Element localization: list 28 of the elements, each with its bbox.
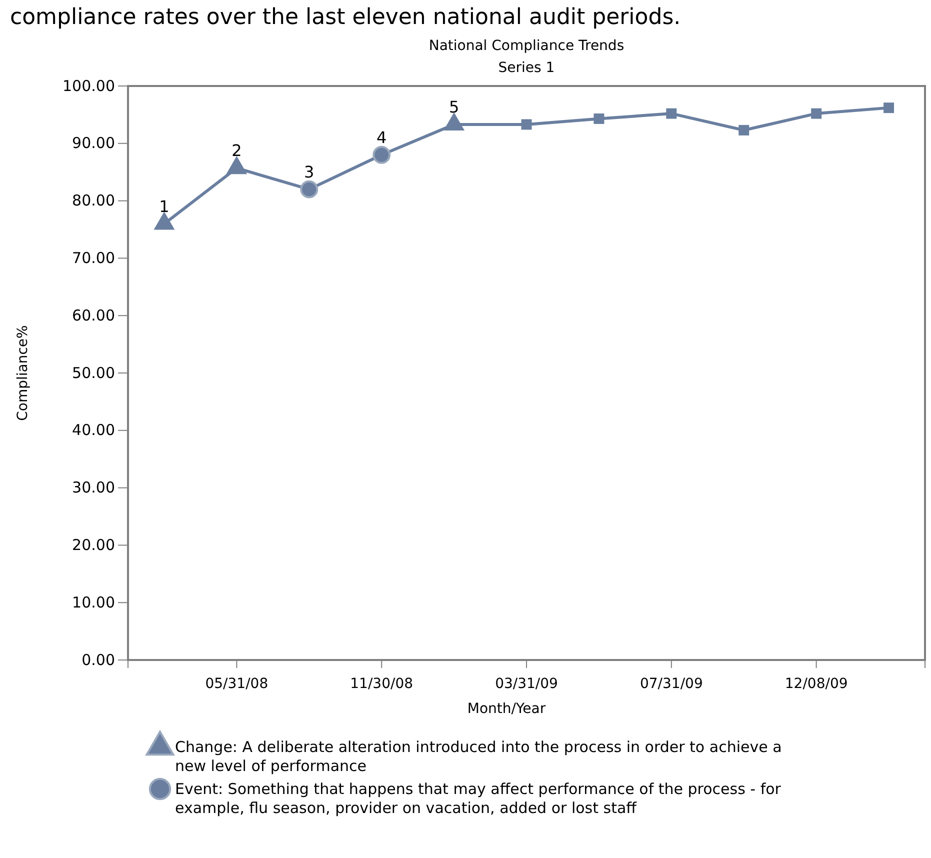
y-tick-label: 70.00	[72, 249, 115, 267]
y-tick-label: 10.00	[72, 593, 115, 612]
y-tick-label: 40.00	[72, 421, 115, 440]
y-tick-label: 30.00	[72, 478, 115, 497]
x-tick-label: 07/31/09	[640, 676, 703, 692]
y-tick-label: 50.00	[72, 364, 115, 382]
annotation: 3	[304, 162, 314, 182]
x-tick-label: 05/31/08	[205, 676, 268, 692]
chart-title: National Compliance Trends	[428, 38, 624, 54]
y-tick-label: 90.00	[72, 134, 115, 152]
y-tick-label: 100.00	[62, 76, 115, 95]
legend-label: Event: Something that happens that may affect performance of the process - for example, flu season, provider on vacation, added or lost staff	[175, 780, 782, 817]
y-axis-title: Compliance%	[15, 325, 31, 421]
annotation: 2	[232, 141, 242, 160]
x-tick-label: 03/31/09	[495, 676, 558, 692]
chart-subtitle: Series 1	[498, 60, 555, 76]
y-tick-label: 60.00	[72, 306, 115, 324]
x-tick-label: 12/08/09	[784, 676, 848, 692]
y-tick-label: 0.00	[82, 650, 115, 669]
y-tick-label: 80.00	[72, 192, 115, 210]
x-tick-label: 11/30/08	[350, 676, 414, 692]
x-axis-title: Month/Year	[467, 701, 546, 717]
y-tick-label: 20.00	[72, 536, 115, 554]
annotation: 1	[159, 196, 170, 216]
text: compliance rates over the last eleven national audit periods.	[10, 5, 681, 30]
annotation: 4	[376, 128, 387, 147]
annotation: 5	[448, 97, 460, 116]
legend-label: Change: A deliberate alteration introduced into the process in order to achieve a new level of performance	[175, 738, 782, 775]
